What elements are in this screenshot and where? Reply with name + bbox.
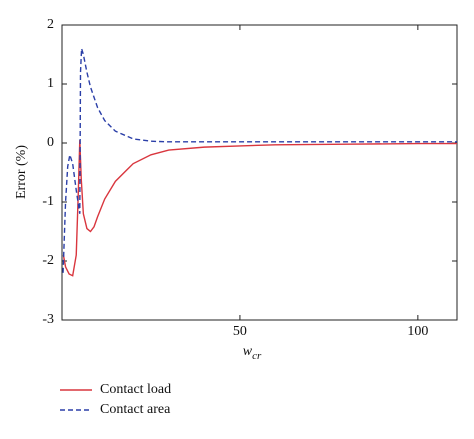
x-tick-label: 100 xyxy=(407,324,428,339)
y-axis-label: Error (%) xyxy=(14,145,29,199)
y-tick-label: -3 xyxy=(42,312,54,327)
y-tick-label: 2 xyxy=(47,17,54,32)
x-axis-label-main: w xyxy=(243,344,253,359)
y-tick-label: 0 xyxy=(47,135,54,150)
legend-label: Contact load xyxy=(100,382,171,397)
line xyxy=(62,48,457,273)
x-tick-label: 50 xyxy=(233,324,247,339)
y-tick-label: 1 xyxy=(47,76,54,91)
y-tick-label: -1 xyxy=(42,194,54,209)
x-axis-label: wcr xyxy=(243,344,262,361)
line xyxy=(62,140,457,277)
x-axis-label-sub: cr xyxy=(252,350,262,362)
y-tick-label: -2 xyxy=(42,253,54,268)
plot-frame xyxy=(61,24,458,321)
legend-label: Contact area xyxy=(100,402,171,417)
